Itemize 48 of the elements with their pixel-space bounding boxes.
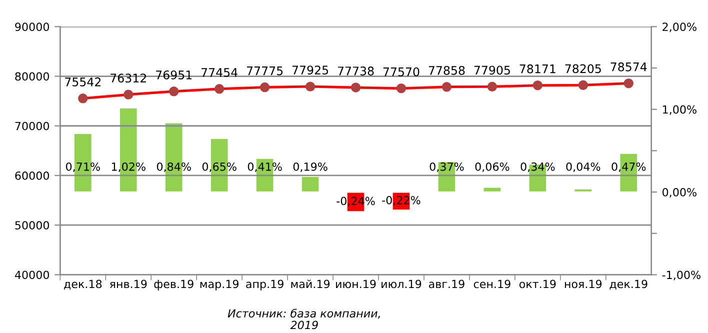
bar (300, 176, 320, 193)
y-tick-label: 50000 (15, 221, 50, 230)
x-tick-label: окт.19 (519, 280, 556, 288)
x-tick-label: янв.19 (110, 280, 147, 288)
x-tick-label: май.19 (291, 280, 330, 288)
x-tick-label: дек.18 (64, 280, 102, 290)
data-label: 77570 (383, 67, 420, 76)
y-tick-label: 90000 (15, 22, 50, 32)
x-tick-label: фев.19 (154, 280, 194, 290)
data-label: 78574 (610, 62, 647, 72)
data-label: 0,06% (475, 162, 510, 172)
y-tick-label: 70000 (15, 122, 50, 130)
y2-tick-label: -1,00% (662, 270, 700, 280)
x-tick-label: июл.19 (382, 280, 422, 288)
data-label: 78171 (520, 64, 556, 74)
y-tick-label: 80000 (15, 72, 50, 81)
x-tick-label: дек.19 (610, 280, 648, 290)
data-label: 76312 (110, 74, 146, 83)
x-tick-label: авг.19 (428, 280, 464, 288)
bar (482, 186, 502, 193)
data-label: 0,19% (293, 162, 328, 172)
bar (573, 188, 593, 193)
data-label: 77858 (428, 66, 465, 75)
data-label: 76951 (156, 70, 192, 80)
data-label: 0,65% (202, 162, 236, 172)
x-tick-label: сен.19 (474, 280, 510, 288)
y-tick-label: 40000 (14, 270, 50, 280)
y2-tick-label: 0,00% (662, 188, 696, 198)
data-label: 77775 (247, 66, 283, 76)
data-label: 0,04% (566, 162, 600, 172)
x-tick-label: апр.19 (246, 280, 284, 290)
data-label: 77925 (292, 66, 328, 75)
text: Источник: база компании, 2019 (228, 308, 380, 330)
data-label: 0,84% (156, 162, 191, 172)
data-label: 0,37% (430, 162, 464, 172)
y-tick-label: 60000 (15, 171, 50, 180)
data-label: 0,71% (66, 162, 100, 172)
data-label: 77454 (202, 68, 238, 77)
data-label: 78205 (565, 64, 601, 74)
x-tick-label: июн.19 (336, 280, 376, 288)
data-label: 1,02% (112, 162, 146, 172)
data-label: 77738 (338, 66, 374, 76)
x-tick-label: ноя.19 (564, 280, 602, 288)
data-label: 75542 (65, 77, 101, 86)
data-label: 77905 (474, 66, 510, 75)
x-tick-label: мар.19 (200, 280, 239, 290)
y2-tick-label: 1,00% (662, 105, 696, 115)
y2-tick-label: 2,00% (662, 22, 696, 32)
